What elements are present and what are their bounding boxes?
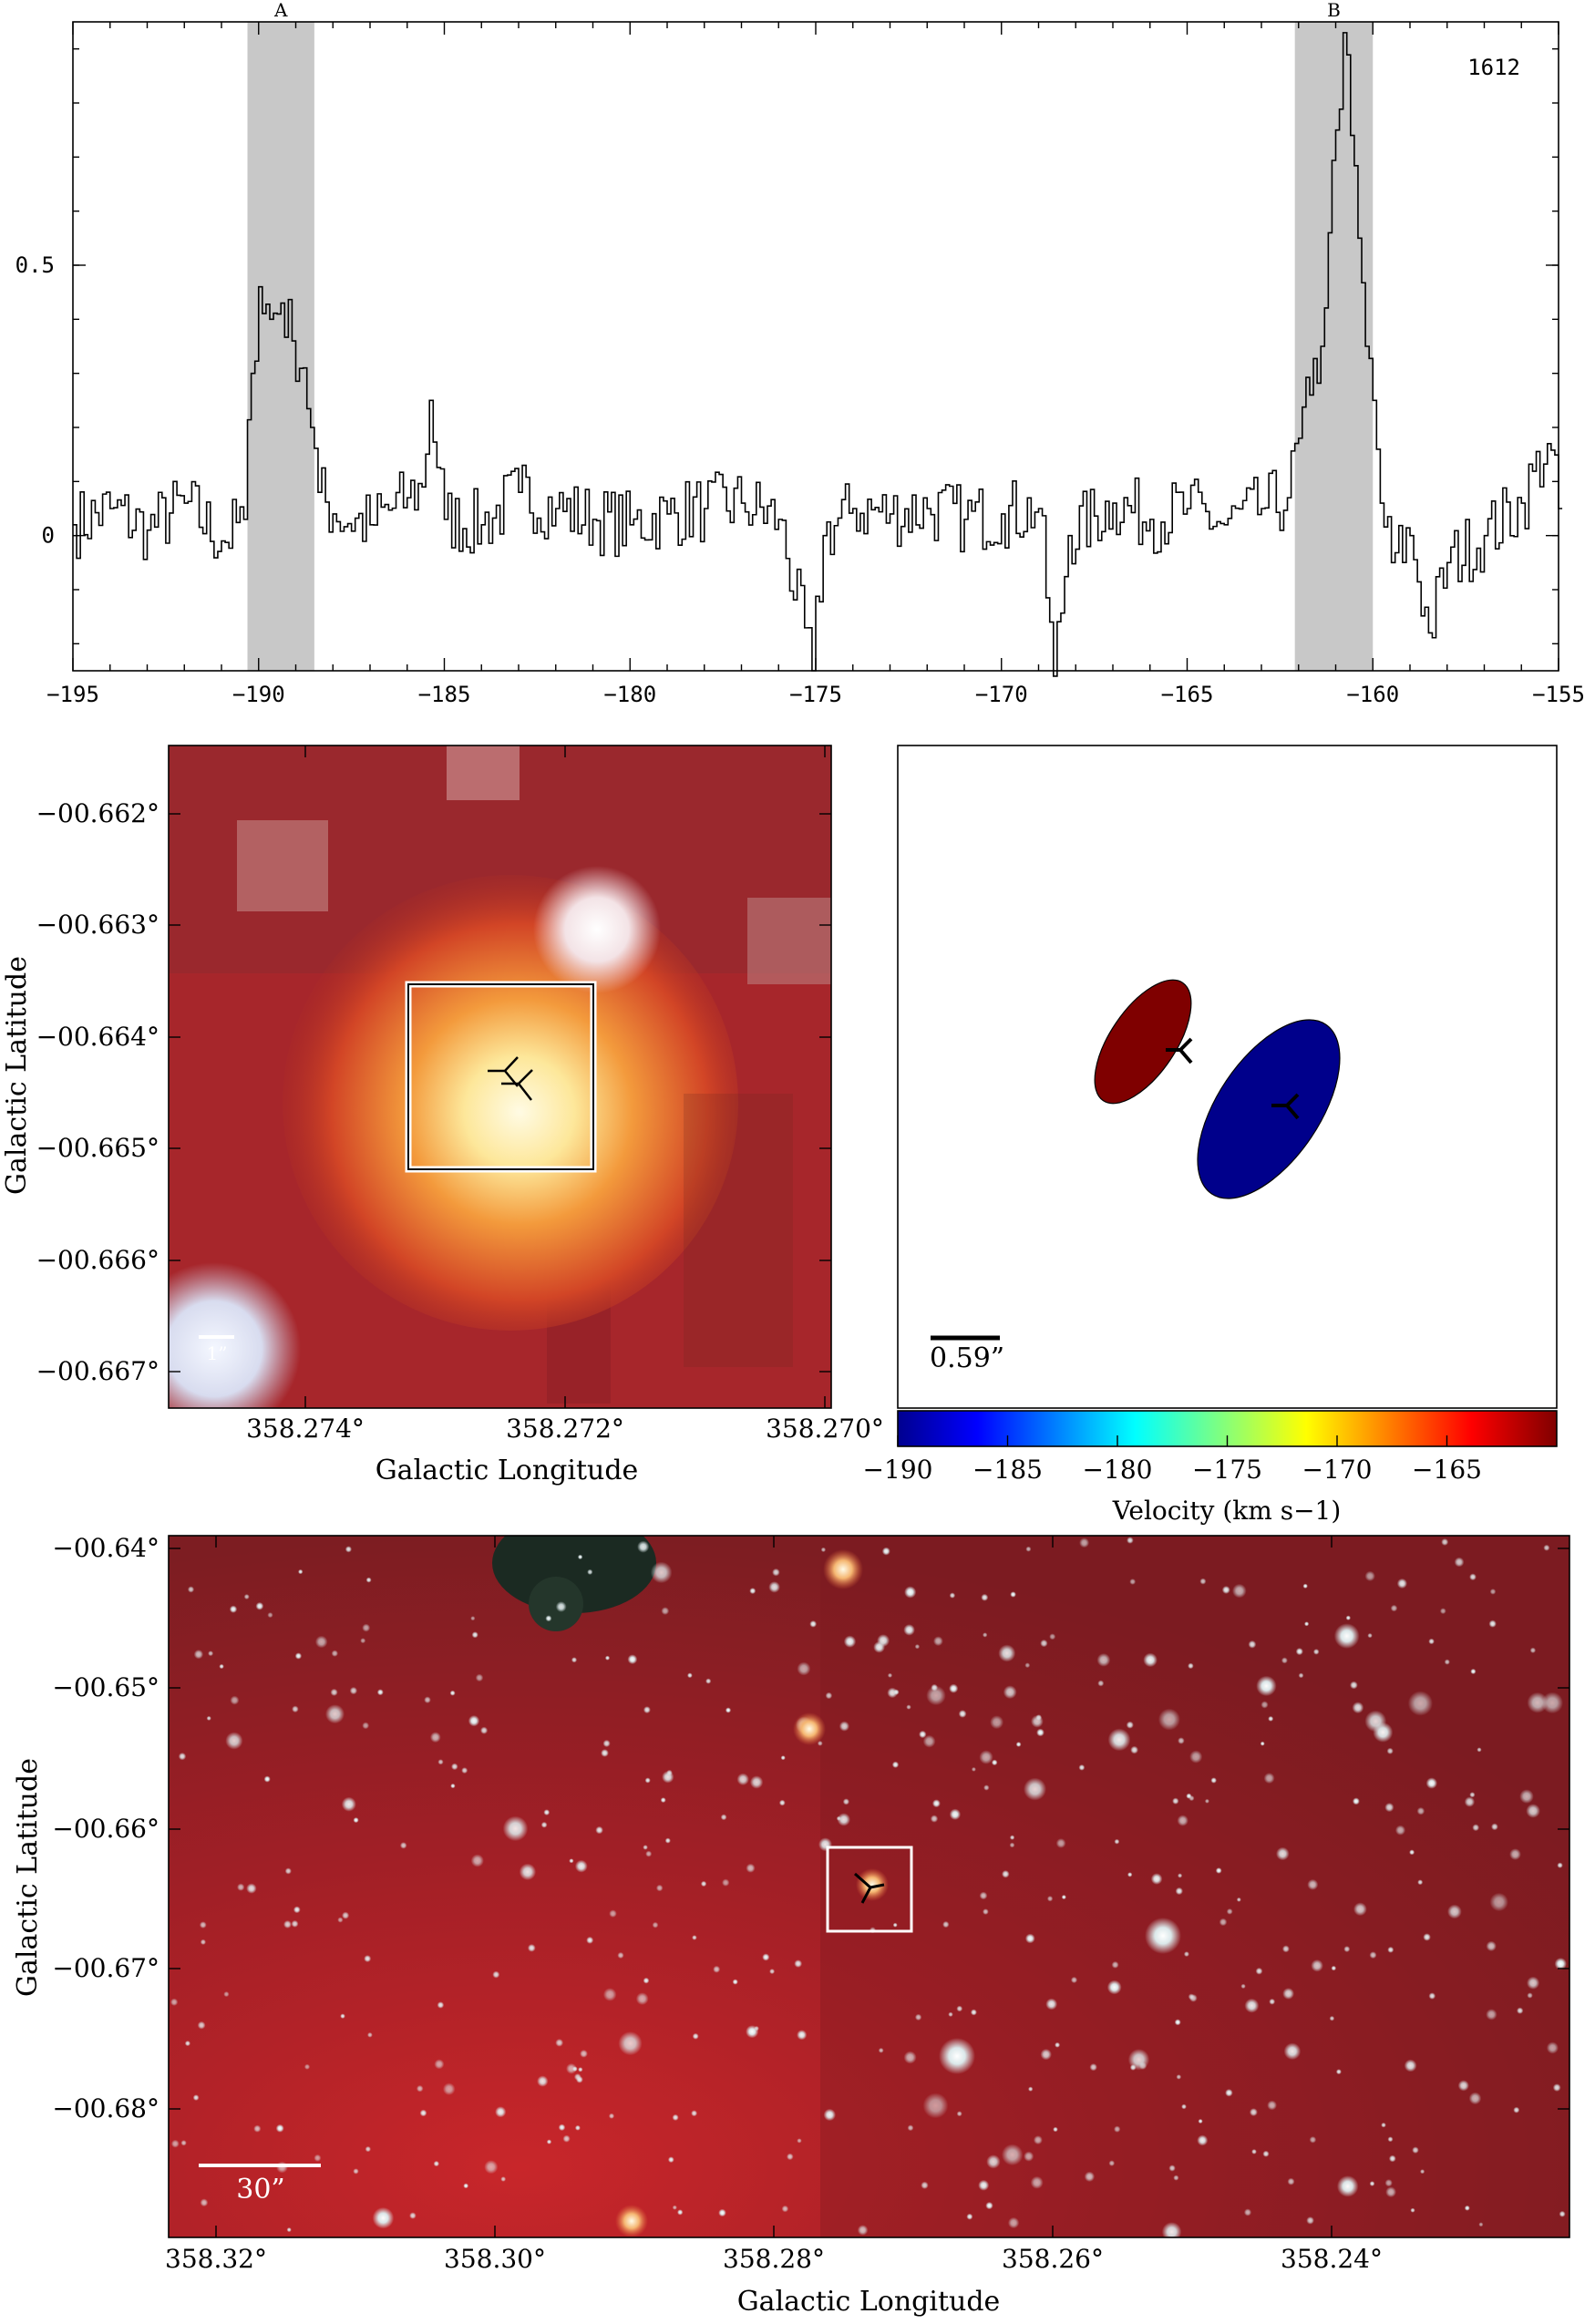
feature-b-marker-icon [1166,1037,1193,1064]
wide-x-label: Galactic Longitude [737,2286,1001,2318]
zoom-x-tick-label: 358.274° [246,1414,365,1444]
velocity-map-panel: 0.59” −190 −185 −180 −175 −170 −165 Velocity … [863,745,1558,1526]
shaded-region-label: A [273,0,288,21]
feature-b-ellipse [1094,979,1192,1105]
wide-y-tick-label: −00.67° [52,1953,160,1983]
spectrum-x-tick-label: −185 [418,682,471,707]
shaded-region-label: B [1327,0,1341,21]
spectrum-x-tick-label: −190 [232,682,285,707]
colorbar-tick-label: −180 [1083,1455,1153,1485]
zoom-highlight-box-inner [407,983,594,1170]
zoom-y-tick-label: −00.664° [36,1022,160,1052]
zoom-y-tick-label: −00.666° [36,1245,160,1275]
wide-field-frame [168,1535,1570,2238]
wide-x-tick-label: 358.26° [1002,2244,1104,2274]
zoom-x-tick-label: 358.270° [766,1414,884,1444]
wide-maser-marker-icon [854,1872,885,1904]
colorbar-tick-label: −165 [1412,1455,1482,1485]
spectrum-x-tick-label: −195 [46,682,99,707]
spectrum-x-tick-label: −180 [603,682,656,707]
spectrum-y-tick-label: 0 [42,523,55,549]
spectrum-y-tick-label: 0.5 [15,252,55,278]
colorbar-tick-label: −190 [863,1455,933,1485]
colorbar-tick-label: −175 [1192,1455,1262,1485]
zoom-y-tick-label: −00.662° [36,798,160,828]
wide-field-panel: 358.32° 358.30° 358.28° 358.26° 358.24° −00.… [12,1533,1570,2318]
wide-x-tick-label: 358.32° [165,2244,267,2274]
colorbar-tick-label: −170 [1302,1455,1373,1485]
zoom-scale-label: 1” [207,1342,228,1364]
wide-x-tick-label: 358.24° [1281,2244,1383,2274]
zoom-y-tick-label: −00.663° [36,910,160,940]
spectrum-annotation: 1612 [1467,55,1520,80]
spectrum-x-tick-label: −160 [1346,682,1399,707]
wide-field-image [169,1536,1569,2237]
feature-a-marker-icon [1271,1093,1300,1120]
wide-y-ticks: −00.64° −00.65° −00.66° −00.67° −00.68° [52,1533,1569,2123]
feature-a-ellipse [1197,1019,1341,1199]
colorbar-ticks: −190 −185 −180 −175 −170 −165 [863,1435,1482,1485]
zoom-y-tick-label: −00.665° [36,1133,160,1163]
spectrum-x-tick-label: −170 [975,682,1028,707]
zoom-image [169,746,831,1408]
shaded-region-b [1294,22,1374,671]
colorbar-tick-label: −185 [972,1455,1043,1485]
wide-y-tick-label: −00.68° [52,2093,160,2123]
wide-x-tick-label: 358.30° [444,2244,546,2274]
wide-scale-label: 30” [236,2174,285,2206]
spectrum-series-line [73,32,1563,677]
zoom-frame [168,745,832,1409]
zoom-x-tick-label: 358.272° [506,1414,624,1444]
shaded-region-a [247,22,314,671]
wide-x-ticks: 358.32° 358.30° 358.28° 358.26° 358.24° [165,1536,1383,2274]
spectrum-x-ticks: −195 −190 −185 −180 −175 −170 −165 −160 −155 [46,22,1585,707]
spectrum-x-tick-label: −165 [1161,682,1214,707]
spectrum-y-ticks: 00.5 [15,47,1559,645]
zoom-x-label: Galactic Longitude [376,1455,639,1486]
zoom-image-panel: 358.274° 358.272° 358.270° −00.662° −00.663… [1,745,884,1486]
star-field [170,1537,1568,2237]
wide-y-tick-label: −00.64° [52,1533,160,1563]
velocity-scale-label: 0.59” [930,1342,1004,1374]
maser-marker-icon [488,1056,533,1101]
spectrum-x-tick-label: −155 [1532,682,1585,707]
wide-y-tick-label: −00.65° [52,1672,160,1702]
spectrum-x-tick-label: −175 [789,682,842,707]
velocity-map-frame [897,745,1558,1409]
zoom-y-label: Galactic Latitude [1,956,33,1195]
zoom-y-ticks: −00.662° −00.663° −00.664° −00.665° −00.666°… [36,798,831,1386]
wide-x-tick-label: 358.28° [723,2244,825,2274]
wide-y-tick-label: −00.66° [52,1814,160,1844]
wide-y-label: Galactic Latitude [12,1758,44,1997]
zoom-x-ticks: 358.274° 358.272° 358.270° [246,746,884,1444]
wide-highlight-box [826,1846,913,1933]
colorbar-label: Velocity (km s−1) [1112,1496,1342,1526]
zoom-y-tick-label: −00.667° [36,1356,160,1386]
